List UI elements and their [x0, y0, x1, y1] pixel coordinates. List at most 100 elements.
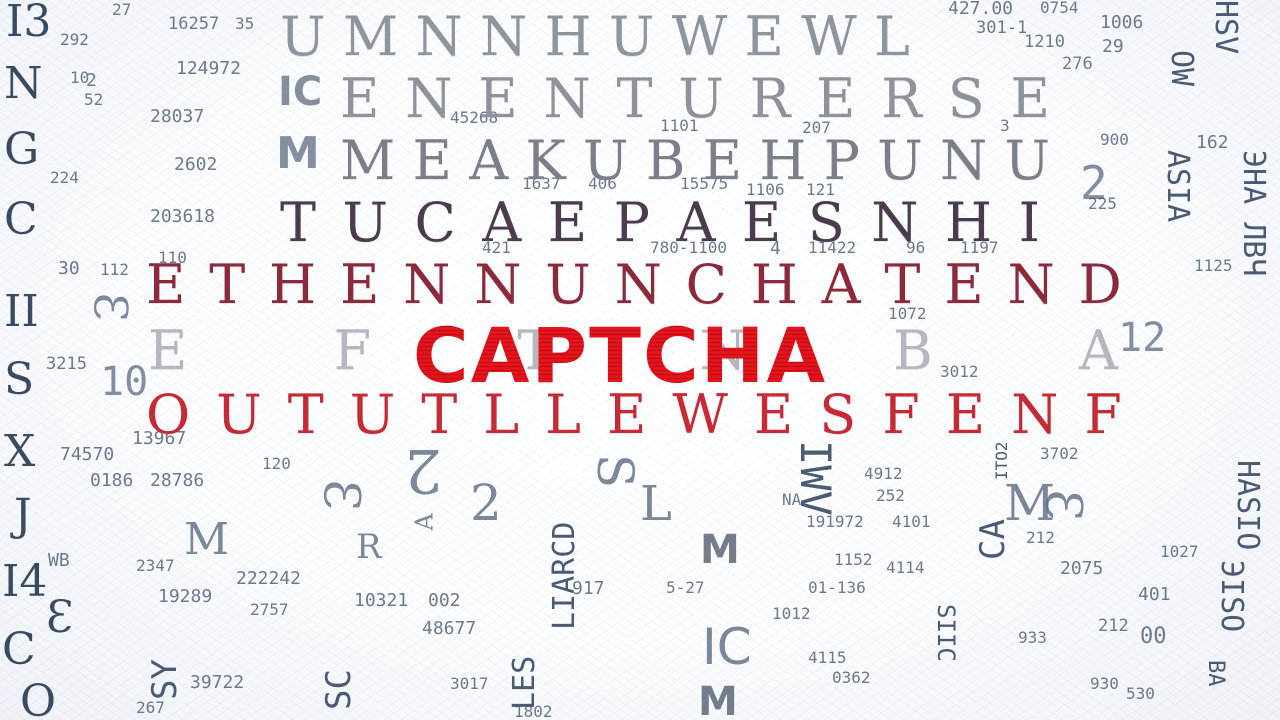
noise-number: 11422: [808, 238, 857, 257]
noise-number: 3215: [46, 354, 87, 374]
row-letter: S: [819, 383, 857, 446]
right-vertical-text-item: ASIA: [1160, 150, 1195, 223]
noise-number: 4: [770, 238, 781, 259]
row-letter: W: [672, 383, 728, 446]
noise-glyph: M: [700, 527, 740, 573]
noise-glyph: SIIC: [932, 604, 960, 662]
row-letter: T: [517, 324, 553, 378]
row-letter: E: [816, 67, 856, 130]
row-letter: T: [280, 191, 317, 254]
noise-number: 124972: [176, 58, 242, 79]
noise-number: 3017: [450, 674, 489, 693]
left-char: C: [2, 624, 36, 675]
noise-number: 1006: [1100, 12, 1144, 33]
row-letter: E: [1010, 67, 1050, 130]
noise-number: 48677: [422, 618, 477, 639]
row-letter: H: [269, 253, 317, 316]
row-letter: E: [547, 191, 588, 254]
noise-number: 900: [1100, 130, 1129, 149]
row-letter: N: [415, 5, 463, 68]
row-letter: F: [1084, 383, 1122, 446]
noise-number: 1101: [660, 116, 699, 135]
noise-number: 0362: [832, 668, 871, 687]
row-letter: A: [1078, 319, 1118, 382]
row-letter: E: [944, 253, 984, 316]
noise-number: 96: [906, 238, 926, 257]
noise-glyph: 2: [470, 474, 502, 532]
noise-glyph: SC: [319, 669, 359, 710]
captcha-word: CAPTCHA: [330, 318, 910, 394]
noise-glyph: IC: [702, 618, 752, 676]
noise-number: 4115: [808, 648, 847, 667]
noise-number: 427.00: [948, 0, 1014, 19]
row-letter: H: [759, 129, 807, 192]
row-letter: E: [148, 319, 188, 382]
row-letter: T: [421, 383, 458, 446]
left-char: G: [4, 124, 40, 175]
noise-number: 112: [100, 260, 129, 279]
left-char: S: [4, 354, 35, 405]
right-vertical-text-item: OW: [1164, 50, 1199, 87]
noise-glyph: Ɛ: [83, 292, 138, 322]
right-vertical-text-item: HASIO: [1230, 460, 1265, 551]
noise-glyph: IC: [278, 69, 323, 115]
row-letter: U: [545, 253, 591, 316]
row-letter: D: [1078, 253, 1122, 316]
row-letter: U: [608, 5, 655, 68]
noise-number: 4114: [886, 558, 925, 577]
row-letter: H: [945, 191, 993, 254]
noise-number: 39722: [190, 672, 245, 693]
row-letter: T: [287, 383, 324, 446]
noise-number: 406: [588, 174, 617, 193]
row-letter: N: [871, 191, 919, 254]
row-letter: A: [482, 191, 522, 254]
row-letter: R: [881, 67, 922, 130]
row-letter: N: [479, 5, 528, 68]
noise-number: 0186: [90, 470, 134, 491]
noise-number: 2: [1080, 156, 1108, 210]
left-char: N: [4, 58, 43, 109]
noise-number: 1637: [522, 174, 561, 193]
row-letter: E: [146, 253, 186, 316]
noise-glyph: A: [410, 513, 439, 531]
noise-number: 225: [1088, 194, 1117, 213]
noise-glyph: CA: [973, 519, 1013, 560]
noise-number: 530: [1126, 684, 1155, 703]
noise-glyph: SY: [145, 659, 185, 700]
left-char: C: [4, 194, 38, 245]
row-letter: O: [146, 383, 191, 446]
row-letter: N: [474, 253, 522, 316]
noise-number: 2347: [136, 556, 175, 575]
left-char: I3: [6, 0, 52, 47]
noise-number: 2075: [1060, 558, 1104, 579]
left-char: J: [14, 490, 32, 541]
noise-number: 2602: [174, 154, 218, 175]
row-letter: C: [685, 253, 727, 316]
noise-number: 1106: [746, 180, 785, 199]
row-letter: I: [1018, 191, 1040, 254]
noise-number: 00: [1140, 624, 1167, 649]
row-letter: N: [543, 67, 591, 130]
left-char: X: [4, 426, 36, 477]
noise-number: 1012: [772, 604, 811, 623]
row-letter: E: [744, 5, 784, 68]
noise-number: 207: [802, 118, 831, 137]
left-char: I4: [2, 556, 48, 607]
row-letter: M: [340, 129, 396, 192]
row-letter: A: [676, 191, 716, 254]
row-letter: B: [645, 129, 686, 192]
noise-number: 5-27: [666, 578, 705, 597]
noise-glyph: S: [586, 453, 645, 489]
row-letter: L: [545, 383, 581, 446]
noise-number: 1197: [960, 238, 999, 257]
row-letter: E: [340, 67, 380, 130]
row-letter: F: [882, 383, 920, 446]
row-letter: N: [1011, 383, 1059, 446]
left-char: O: [20, 676, 57, 720]
noise-number: 276: [1062, 54, 1093, 74]
noise-number: 45268: [450, 108, 499, 127]
noise-number: 002: [428, 590, 461, 611]
noise-number: 3702: [1040, 444, 1079, 463]
noise-glyph: WB: [48, 550, 70, 571]
